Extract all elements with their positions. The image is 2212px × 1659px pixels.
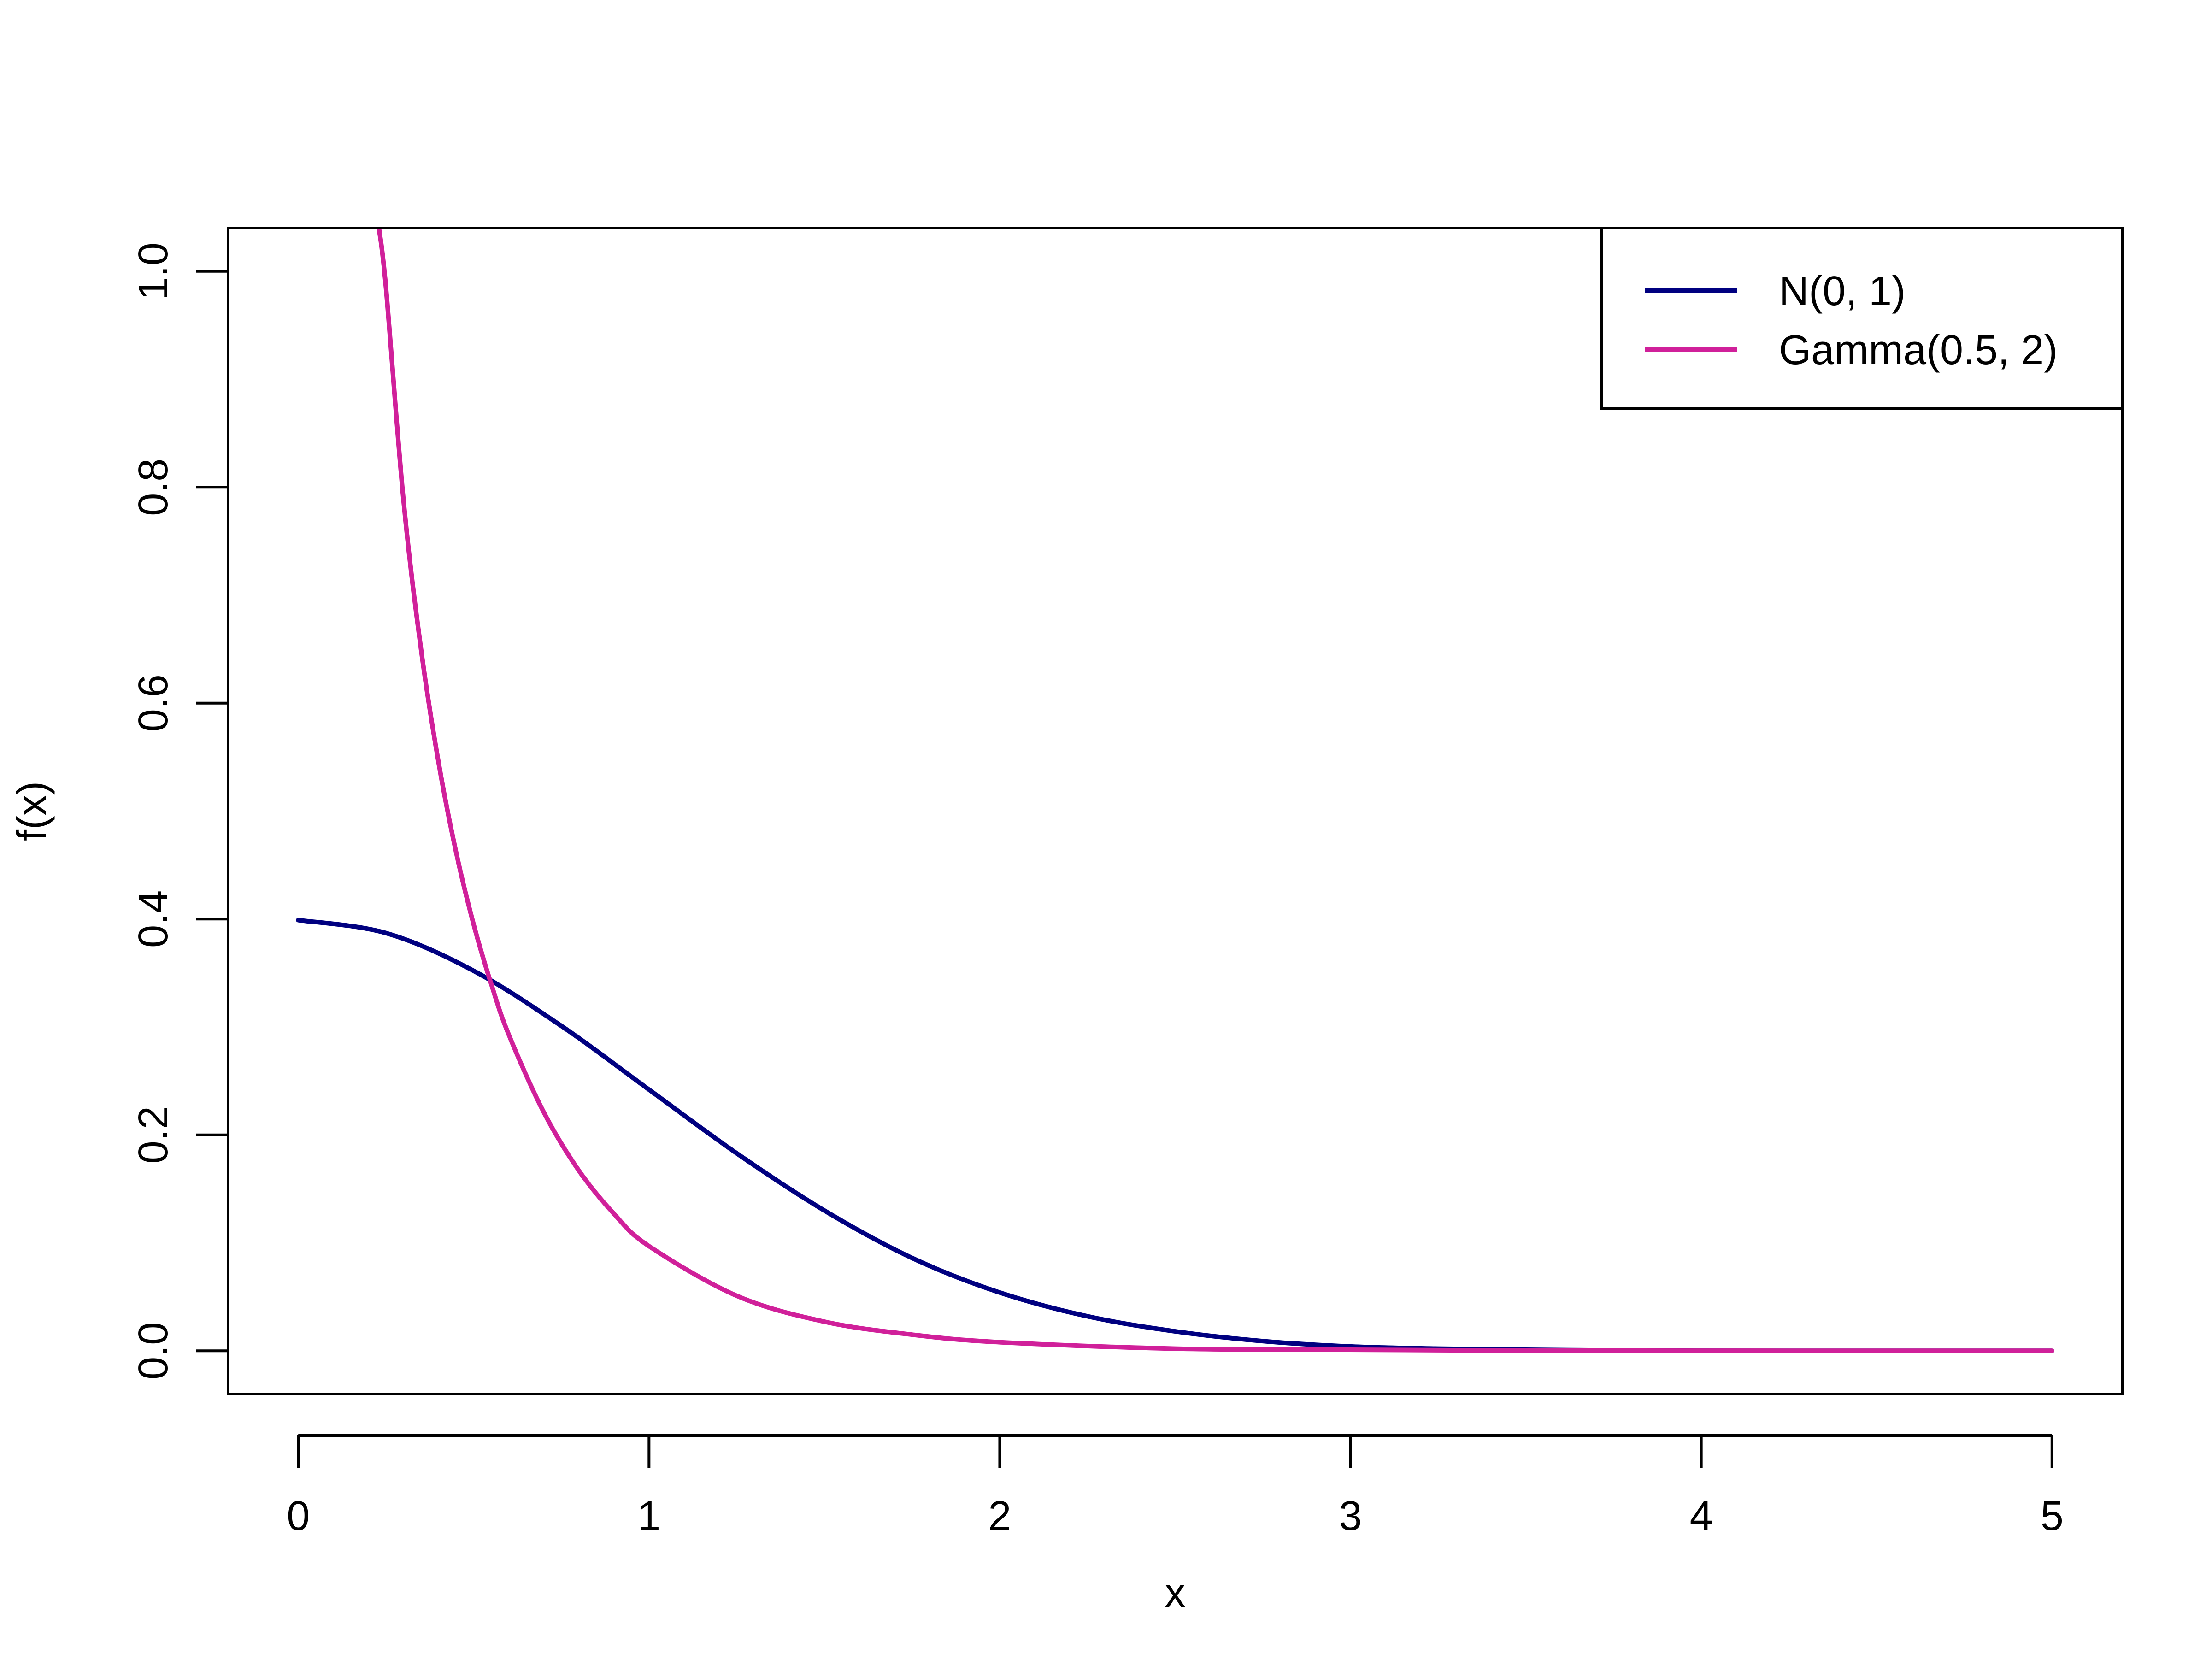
y-tick-label: 0.0 (130, 1322, 176, 1380)
series-line-gamma (377, 228, 2054, 1353)
x-tick-label: 0 (287, 1493, 310, 1539)
x-tick-label: 2 (988, 1493, 1011, 1539)
x-tick-label: 1 (637, 1493, 660, 1539)
y-tick-label: 0.4 (130, 890, 176, 948)
y-tick-label: 0.8 (130, 459, 176, 516)
legend-box (1600, 227, 2124, 410)
y-axis-label: f(x) (9, 781, 55, 841)
y-axis: 0.0 0.2 0.4 0.6 0.8 1.0 (130, 242, 229, 1380)
legend-label-normal: N(0, 1) (1779, 268, 1906, 314)
y-tick-label: 1.0 (130, 242, 176, 300)
x-tick-label: 4 (1690, 1493, 1713, 1539)
x-tick-label: 5 (2041, 1493, 2064, 1539)
curves-layer (296, 228, 2054, 1353)
y-tick-label: 0.6 (130, 674, 176, 732)
x-tick-label: 3 (1339, 1493, 1362, 1539)
x-axis: 0 1 2 3 4 5 (287, 1434, 2064, 1539)
legend: N(0, 1) Gamma(0.5, 2) (1600, 227, 2124, 410)
series-line-normal (296, 918, 2054, 1353)
x-axis-label: x (1165, 1570, 1186, 1616)
legend-label-gamma: Gamma(0.5, 2) (1779, 327, 2058, 373)
y-tick-label: 0.2 (130, 1106, 176, 1164)
